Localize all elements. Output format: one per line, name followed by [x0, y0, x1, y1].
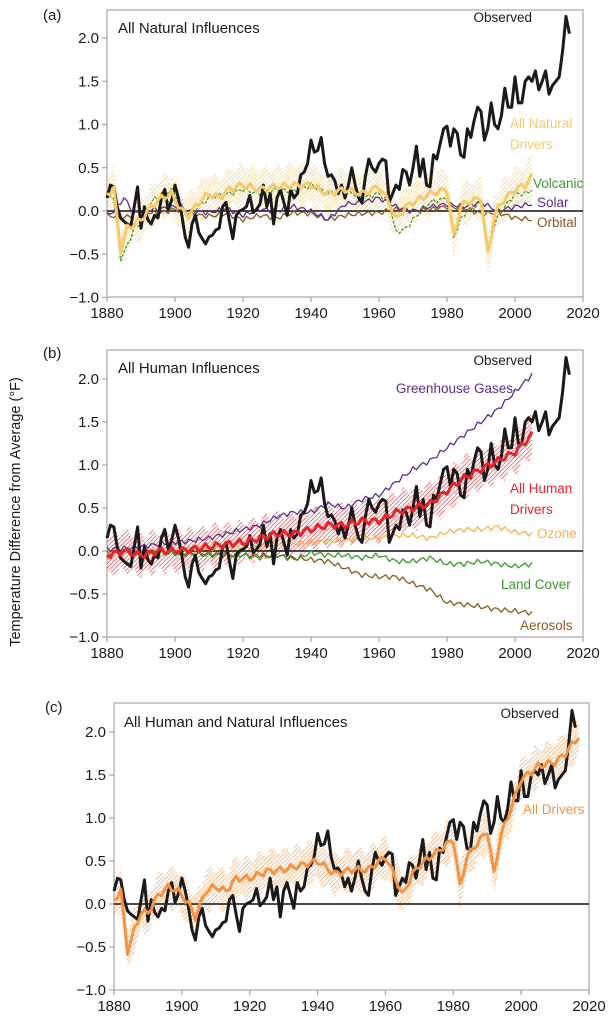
panel-letter: (a)	[43, 7, 61, 24]
y-axis-label: Temperature Difference from Average (°F)	[8, 377, 24, 647]
all-drivers-range-band	[114, 720, 579, 966]
x-tick-label: 2000	[498, 305, 531, 322]
x-tick-label: 1940	[301, 998, 334, 1015]
y-tick-label: 0.0	[78, 543, 99, 560]
x-tick-label: 2020	[572, 998, 605, 1015]
all-natural-drivers-label: Drivers	[510, 137, 553, 152]
x-tick-label: 1900	[158, 305, 191, 322]
y-tick-label: 1.0	[78, 457, 99, 474]
plot-frame	[113, 702, 590, 991]
x-tick-label: 2020	[566, 645, 599, 662]
all-human-drivers-range-band	[107, 414, 532, 579]
x-tick-label: 1980	[437, 998, 470, 1015]
x-tick-label: 1960	[369, 998, 402, 1015]
x-tick-label: 1880	[97, 998, 130, 1015]
x-tick-label: 1960	[362, 305, 395, 322]
x-tick-label: 1980	[430, 305, 463, 322]
y-tick-label: −1.0	[76, 982, 106, 999]
all-natural-drivers-label: All Natural	[510, 116, 572, 131]
y-tick-label: 2.0	[85, 724, 106, 741]
aerosols-label: Aerosols	[520, 618, 573, 633]
ozone-label: Ozone	[537, 526, 577, 541]
observed-label: Observed	[473, 10, 532, 25]
all-human-drivers-label: Drivers	[510, 502, 553, 517]
y-tick-label: 1.0	[78, 117, 99, 134]
x-tick-label: 1960	[362, 645, 395, 662]
all-natural-drivers-line	[106, 172, 534, 255]
y-tick-label: −1.0	[69, 290, 99, 307]
observed-line	[105, 14, 571, 249]
y-tick-label: −1.0	[69, 629, 99, 646]
y-tick-label: −0.5	[76, 939, 106, 956]
x-tick-label: 1940	[294, 305, 327, 322]
orbital-label: Orbital	[537, 215, 577, 230]
plot-frame	[106, 349, 584, 638]
x-tick-label: 2000	[504, 998, 537, 1015]
all-drivers-label: All Drivers	[523, 802, 585, 817]
y-tick-label: 2.0	[78, 30, 99, 47]
y-tick-label: 0.0	[85, 896, 106, 913]
land-cover-label: Land Cover	[501, 577, 571, 592]
all-human-drivers-line	[106, 430, 534, 560]
y-tick-label: 1.5	[85, 767, 106, 784]
panel-a: −1.0 −0.5 0.0 0.5 1.0 1.5 2.0 1880 1900 1920 1940 1…	[43, 7, 600, 322]
panel-title: All Natural Influences	[118, 20, 260, 37]
ozone-line	[106, 525, 533, 555]
y-tick-label: 0.5	[78, 160, 99, 177]
x-tick-label: 2020	[566, 305, 599, 322]
observed-line	[105, 356, 571, 589]
x-tick-label: 1880	[90, 305, 123, 322]
x-tick-label: 1920	[226, 305, 259, 322]
y-tick-label: 1.5	[78, 73, 99, 90]
plot-frame	[106, 9, 584, 298]
panel-letter: (b)	[43, 345, 61, 362]
y-tick-label: 0.5	[78, 500, 99, 517]
observed-label: Observed	[473, 353, 532, 368]
all-drivers-line	[113, 736, 581, 957]
panel-c: −1.0 −0.5 0.0 0.5 1.0 1.5 2.0 1880 1900 1920 1940 1…	[45, 699, 606, 1015]
solar-label: Solar	[537, 195, 569, 210]
greenhouse-gases-label: Greenhouse Gases	[396, 381, 513, 396]
all-human-drivers-label: All Human	[510, 481, 572, 496]
y-tick-label: 1.0	[85, 810, 106, 827]
observed-line	[112, 709, 577, 942]
x-tick-label: 1880	[90, 645, 123, 662]
y-tick-label: 0.5	[85, 853, 106, 870]
observed-label: Observed	[500, 706, 559, 721]
x-tick-label: 1900	[158, 645, 191, 662]
x-tick-label: 2000	[498, 645, 531, 662]
x-tick-label: 1940	[294, 645, 327, 662]
x-tick-label: 1900	[165, 998, 198, 1015]
x-tick-label: 1920	[233, 998, 266, 1015]
volcanic-label: Volcanic	[533, 176, 584, 191]
y-tick-label: 0.0	[78, 203, 99, 220]
panel-b: −1.0 −0.5 0.0 0.5 1.0 1.5 2.0 1880 1900 1920 1940 1…	[43, 345, 600, 662]
x-tick-label: 1980	[430, 645, 463, 662]
y-tick-label: 2.0	[78, 371, 99, 388]
panel-title: All Human Influences	[118, 360, 260, 377]
y-tick-label: −0.5	[69, 246, 99, 263]
panel-letter: (c)	[45, 699, 63, 716]
x-tick-label: 1920	[226, 645, 259, 662]
y-tick-label: −0.5	[69, 586, 99, 603]
panel-title: All Human and Natural Influences	[124, 714, 347, 731]
y-tick-label: 1.5	[78, 414, 99, 431]
